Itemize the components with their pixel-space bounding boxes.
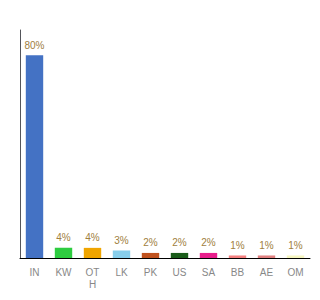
svg-text:80%: 80% — [24, 40, 44, 51]
svg-text:IN: IN — [30, 267, 40, 278]
svg-text:BB: BB — [231, 267, 245, 278]
svg-text:1%: 1% — [288, 240, 303, 251]
svg-text:2%: 2% — [172, 237, 187, 248]
svg-text:SA: SA — [202, 267, 216, 278]
svg-text:2%: 2% — [201, 237, 216, 248]
svg-text:AE: AE — [260, 267, 274, 278]
svg-text:4%: 4% — [85, 232, 100, 243]
svg-text:1%: 1% — [230, 240, 245, 251]
svg-text:LK: LK — [115, 267, 128, 278]
svg-text:US: US — [173, 267, 187, 278]
svg-text:KW: KW — [55, 267, 72, 278]
svg-text:4%: 4% — [56, 232, 71, 243]
svg-text:3%: 3% — [114, 235, 129, 246]
svg-text:OT: OT — [86, 267, 100, 278]
svg-text:OM: OM — [287, 267, 303, 278]
svg-text:PK: PK — [144, 267, 158, 278]
svg-text:2%: 2% — [143, 237, 158, 248]
svg-text:H: H — [89, 279, 96, 290]
svg-text:1%: 1% — [259, 240, 274, 251]
